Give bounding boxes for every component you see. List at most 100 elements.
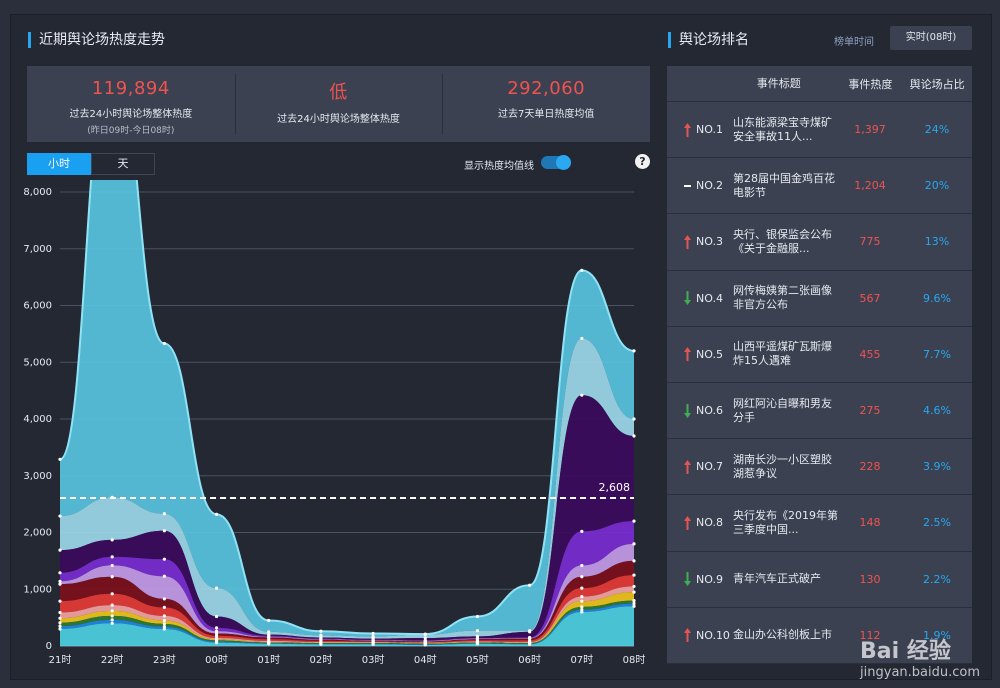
trend-down-icon — [683, 403, 692, 419]
ranking-row[interactable]: NO.3 央行、银保监会公布《关于金融服... 775 13% — [667, 214, 972, 271]
data-point — [632, 349, 636, 353]
data-point — [423, 632, 427, 636]
ranking-row[interactable]: NO.5 山西平遥煤矿瓦斯爆炸15人遇难 455 7.7% — [667, 327, 972, 383]
data-point — [267, 618, 271, 623]
event-heat: 112 — [859, 628, 881, 642]
ranking-row[interactable]: NO.6 网红阿沁自曝和男友分手 275 4.6% — [667, 383, 972, 440]
average-line-switch[interactable] — [541, 155, 571, 170]
event-heat: 228 — [859, 460, 881, 474]
help-icon[interactable]: ? — [635, 154, 650, 169]
stat-label: 过去7天单日热度均值 — [497, 109, 595, 120]
event-share: 9.6% — [923, 291, 951, 305]
data-point — [162, 557, 166, 561]
data-point — [162, 605, 166, 610]
data-point — [632, 519, 636, 523]
event-title[interactable]: 山西平遥煤矿瓦斯爆炸15人遇难 — [733, 340, 838, 368]
x-tick-label: 23时 — [153, 654, 176, 666]
col-heat: 事件热度 — [848, 77, 893, 91]
data-point — [528, 629, 532, 633]
y-tick-label: 0 — [46, 641, 52, 652]
rank-cell: NO.6 — [667, 403, 733, 419]
ranking-row[interactable]: NO.1 山东能源梁宝寺煤矿安全事故11人... 1,397 24% — [667, 102, 972, 159]
average-label: 2,608 — [599, 481, 631, 494]
area-series — [60, 606, 634, 646]
stat-value: 119,894 — [91, 78, 170, 99]
ranking-row[interactable]: NO.8 央行发布《2019年第三季度中国... 148 2.5% — [667, 495, 972, 552]
event-title[interactable]: 山东能源梁宝寺煤矿安全事故11人... — [733, 116, 838, 144]
event-share: 24% — [924, 123, 950, 137]
ranking-row[interactable]: NO.2 第28届中国金鸡百花电影节 1,204 20% — [667, 158, 972, 215]
stat-label: 过去24小时舆论场整体热度 — [69, 109, 193, 120]
data-point — [162, 614, 166, 618]
data-point — [632, 601, 636, 606]
data-point — [580, 599, 584, 603]
realtime-button[interactable]: 实时(08时) — [890, 26, 972, 50]
event-share: 4.6% — [923, 404, 951, 418]
ranking-row[interactable]: NO.4 网传梅姨第二张画像非官方公布 567 9.6% — [667, 271, 972, 327]
data-point — [580, 575, 584, 579]
data-point — [110, 618, 114, 622]
event-title[interactable]: 央行发布《2019年第三季度中国... — [733, 509, 838, 537]
rank-number: NO.2 — [696, 179, 723, 193]
data-point — [110, 555, 114, 559]
rank-number: NO.1 — [696, 123, 723, 137]
event-title[interactable]: 金山办公科创板上市 — [733, 628, 838, 642]
toggle-hour[interactable]: 小时 — [27, 153, 91, 175]
rank-cell: NO.9 — [667, 571, 733, 587]
ranking-row[interactable]: NO.7 湖南长沙一小区塑胶湖惹争议 228 3.9% — [667, 439, 972, 496]
stat-value: 低 — [329, 82, 348, 103]
data-point — [580, 563, 584, 568]
event-heat: 148 — [859, 516, 881, 530]
data-point — [632, 417, 636, 421]
data-point — [58, 514, 62, 518]
y-tick-label: 4,000 — [23, 414, 52, 425]
trend-up-icon — [683, 627, 692, 643]
stat-sublabel: (昨日09时-今日08时) — [87, 126, 175, 136]
toggle-day[interactable]: 天 — [91, 153, 155, 175]
data-point — [214, 636, 219, 640]
event-title[interactable]: 网红阿沁自曝和男友分手 — [733, 397, 838, 425]
data-point — [110, 563, 114, 568]
data-point — [110, 538, 114, 542]
y-tick-label: 7,000 — [23, 244, 52, 255]
data-point — [580, 586, 584, 590]
data-point — [110, 592, 114, 596]
data-point — [214, 586, 219, 590]
trend-down-icon — [683, 290, 692, 306]
ranking-row[interactable]: NO.9 青年汽车正式破产 130 2.2% — [667, 552, 972, 608]
data-point — [580, 336, 584, 341]
data-point — [58, 599, 62, 603]
data-point — [580, 595, 584, 599]
ranking-row[interactable]: NO.10 金山办公科创板上市 112 1.9% — [667, 608, 972, 664]
trend-flat-icon — [683, 178, 692, 194]
data-point — [423, 638, 427, 642]
rank-number: NO.8 — [696, 516, 723, 530]
rank-cell: NO.7 — [667, 459, 733, 475]
rank-number: NO.9 — [696, 572, 723, 586]
data-point — [267, 633, 271, 637]
data-point — [528, 635, 532, 640]
event-title[interactable]: 湖南长沙一小区塑胶湖惹争议 — [733, 453, 838, 481]
rank-cell: NO.5 — [667, 346, 733, 362]
data-point — [632, 559, 636, 563]
event-title[interactable]: 网传梅姨第二张画像非官方公布 — [733, 284, 838, 312]
event-title[interactable]: 第28届中国金鸡百花电影节 — [733, 172, 838, 200]
data-point — [319, 629, 323, 633]
rank-number: NO.5 — [696, 347, 723, 361]
stat-value: 292,060 — [507, 78, 586, 99]
stat-7d-average: 292,060 过去7天单日热度均值 — [442, 66, 650, 142]
area-series — [60, 543, 634, 642]
rank-number: NO.6 — [696, 404, 723, 418]
rank-cell: NO.1 — [667, 122, 733, 138]
event-title[interactable]: 青年汽车正式破产 — [733, 572, 838, 586]
y-tick-label: 2,000 — [23, 528, 52, 539]
ranking-table: 事件标题 事件热度 舆论场占比 NO.1 山东能源梁宝寺煤矿安全事故11人... 1… — [667, 66, 972, 664]
rank-cell: NO.4 — [667, 290, 733, 306]
data-point — [162, 341, 166, 346]
event-title[interactable]: 央行、银保监会公布《关于金融服... — [733, 228, 838, 256]
stat-label: 过去24小时舆论场整体热度 — [277, 114, 400, 125]
y-tick-label: 3,000 — [23, 471, 52, 482]
stat-24h-heat: 119,894 过去24小时舆论场整体热度 (昨日09时-今日08时) — [27, 66, 235, 142]
data-point — [632, 604, 636, 608]
event-heat: 1,204 — [854, 179, 886, 193]
